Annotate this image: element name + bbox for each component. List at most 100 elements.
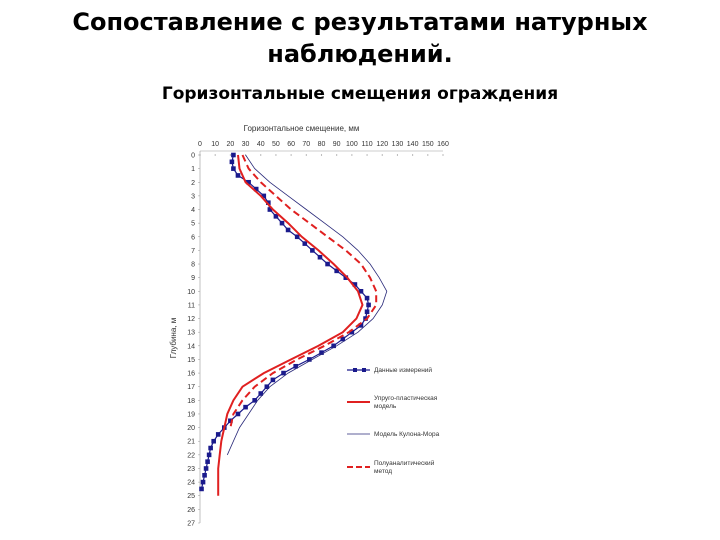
y-tick-label: 27 — [187, 521, 195, 528]
x-axis-ticks: 0 10 20 30 40 50 60 70 80 90 100 110 120 130 140 150 160 — [198, 141, 449, 156]
y-tick-label: 21 — [187, 439, 195, 446]
data-point — [261, 193, 267, 199]
data-point — [243, 404, 248, 410]
x-tick-mark — [229, 154, 231, 156]
chart-title: Горизонтальные смещения ограждения — [161, 84, 559, 104]
x-tick-label: 130 — [392, 141, 404, 148]
y-tick-label: 7 — [191, 248, 195, 255]
data-point — [229, 159, 235, 165]
x-tick-mark — [351, 154, 353, 156]
data-point — [199, 486, 204, 492]
data-point — [205, 459, 210, 464]
data-point — [215, 432, 221, 437]
x-tick-mark — [427, 154, 429, 156]
data-point — [293, 363, 298, 369]
x-tick-label: 110 — [361, 141, 372, 148]
x-tick-label: 40 — [257, 141, 265, 148]
data-point — [264, 384, 270, 390]
y-tick-label: 14 — [187, 343, 195, 350]
data-point — [349, 329, 355, 335]
data-point — [281, 370, 286, 376]
legend-marker — [353, 368, 357, 372]
x-tick-mark — [396, 154, 399, 156]
data-point — [319, 350, 324, 355]
x-tick-mark — [275, 154, 277, 156]
x-axis-label: Горизонтальное смещение, мм — [244, 124, 360, 133]
y-tick-label: 16 — [187, 371, 195, 378]
data-point — [279, 220, 285, 226]
data-point — [252, 398, 257, 403]
legend-marker — [362, 368, 366, 372]
data-point — [364, 309, 370, 315]
series-line-4 — [229, 154, 378, 428]
data-point — [340, 336, 346, 342]
data-point — [325, 261, 330, 267]
chart-frame — [199, 150, 443, 523]
data-point — [200, 479, 206, 485]
data-point — [317, 254, 323, 260]
x-tick-label: 80 — [318, 141, 326, 148]
slide-title-line-2: наблюдений. — [267, 40, 453, 68]
legend-label: Модель Кулона-Мора — [374, 431, 440, 438]
y-tick-label: 1 — [191, 166, 195, 173]
data-point — [310, 248, 315, 253]
x-tick-mark — [290, 154, 292, 156]
series-line-3 — [226, 154, 388, 456]
y-tick-label: 26 — [187, 507, 195, 514]
y-tick-label: 12 — [187, 316, 195, 323]
y-tick-label: 2 — [191, 180, 195, 187]
x-tick-label: 70 — [302, 141, 310, 148]
y-tick-label: 17 — [187, 384, 195, 391]
y-tick-label: 20 — [187, 425, 195, 432]
data-point — [358, 323, 364, 328]
y-tick-label: 5 — [191, 221, 195, 228]
y-tick-label: 23 — [187, 466, 195, 473]
x-tick-mark — [381, 154, 383, 156]
data-point — [307, 357, 312, 362]
data-point — [352, 282, 358, 287]
x-tick-label: 50 — [272, 141, 280, 148]
y-axis-ticks: 0123456789101112131415161718192021222324… — [187, 153, 200, 528]
legend-label: Упруго-пластическая модель — [374, 395, 438, 410]
data-point — [294, 234, 300, 240]
y-tick-label: 4 — [191, 207, 195, 214]
y-tick-label: 24 — [187, 480, 195, 487]
x-tick-label: 30 — [242, 141, 250, 148]
data-point — [364, 295, 370, 301]
y-tick-label: 10 — [187, 289, 195, 296]
data-point — [285, 227, 291, 233]
data-point — [331, 343, 336, 349]
y-tick-label: 13 — [187, 330, 195, 337]
x-tick-mark — [336, 154, 338, 156]
y-tick-label: 9 — [191, 275, 195, 282]
legend-label: Данные измерений — [374, 366, 432, 374]
y-tick-label: 15 — [187, 357, 195, 364]
data-point — [206, 452, 212, 458]
y-tick-label: 19 — [187, 411, 195, 418]
data-point — [270, 377, 276, 383]
data-point — [366, 302, 371, 308]
y-tick-label: 8 — [191, 262, 195, 269]
x-tick-mark — [442, 154, 444, 156]
data-point — [203, 466, 209, 471]
data-point — [267, 207, 273, 212]
data-point — [358, 288, 364, 294]
y-tick-label: 25 — [187, 493, 195, 500]
series-line-2 — [217, 154, 364, 496]
data-point — [235, 173, 241, 178]
data-point — [273, 214, 279, 219]
x-tick-label: 100 — [346, 141, 358, 148]
x-tick-label: 90 — [333, 141, 341, 148]
y-tick-label: 3 — [191, 193, 195, 200]
x-tick-mark — [305, 154, 307, 156]
y-tick-label: 18 — [187, 398, 195, 405]
data-point — [343, 275, 349, 280]
x-tick-label: 140 — [407, 141, 419, 148]
x-tick-label: 160 — [437, 141, 449, 148]
x-tick-label: 120 — [376, 141, 388, 148]
data-point — [211, 438, 216, 444]
x-tick-mark — [214, 154, 216, 156]
y-tick-label: 11 — [188, 302, 195, 309]
x-tick-mark — [366, 154, 368, 156]
x-tick-label: 20 — [226, 141, 234, 148]
